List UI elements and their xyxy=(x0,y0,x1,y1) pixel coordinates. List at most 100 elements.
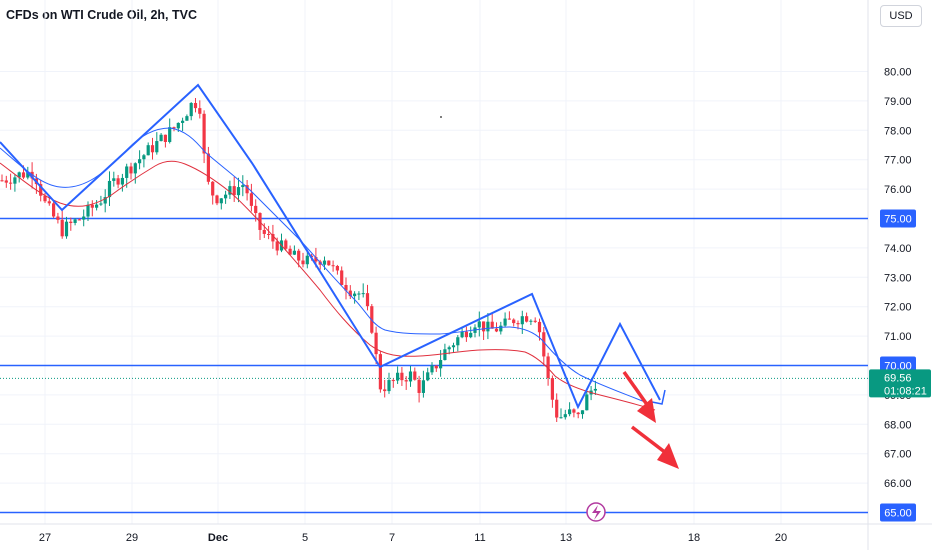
candle-up xyxy=(443,343,447,361)
candle-up xyxy=(559,408,563,419)
candle-down xyxy=(533,317,537,323)
candle-up xyxy=(219,198,223,210)
candle-down xyxy=(271,224,275,249)
candle-up xyxy=(107,171,112,206)
candle-up xyxy=(593,380,597,395)
time-tick-label: 7 xyxy=(389,532,395,544)
candle-up xyxy=(520,310,524,334)
last-price-value: 69.56 xyxy=(884,372,912,384)
price-tick-label: 71.00 xyxy=(884,331,912,343)
candle-down xyxy=(211,181,215,205)
candle-up xyxy=(499,321,503,335)
candle-up xyxy=(357,291,361,301)
candle-up xyxy=(224,190,228,204)
candle-up xyxy=(580,410,585,419)
candle-up xyxy=(112,171,116,187)
candle-down xyxy=(150,137,155,160)
candle-down xyxy=(206,146,210,185)
currency-button[interactable]: USD xyxy=(880,5,922,27)
level-badge-label: 65.00 xyxy=(884,508,912,520)
level-badge xyxy=(880,209,916,228)
level-badge xyxy=(880,503,916,522)
candle-up xyxy=(146,142,150,156)
price-axis[interactable]: 80.00 79.00 78.00 77.00 76.00 75.00 74.00 73.00… xyxy=(884,67,912,520)
trendline-arrow-tip xyxy=(651,389,666,405)
candle-down xyxy=(129,162,133,180)
candle-up xyxy=(189,102,193,121)
grid xyxy=(0,0,868,524)
candle-up xyxy=(13,174,17,192)
candle-down xyxy=(344,277,348,300)
candle-down xyxy=(417,375,421,403)
candle-up xyxy=(86,201,90,222)
candle-down xyxy=(525,312,529,323)
candle-up xyxy=(473,324,477,338)
candle-up xyxy=(236,177,241,203)
candle-up xyxy=(430,362,434,375)
candle-down xyxy=(262,223,266,238)
candle-up xyxy=(155,132,159,155)
candle-down xyxy=(215,194,219,206)
candle-up xyxy=(456,335,460,352)
candle-down xyxy=(400,367,404,386)
candle-down xyxy=(116,174,120,189)
time-tick-label: Dec xyxy=(208,532,228,544)
candle-down xyxy=(284,238,288,251)
candle-up xyxy=(568,402,572,417)
time-tick-label: 20 xyxy=(775,532,787,544)
candle-down xyxy=(258,212,262,240)
candle-down xyxy=(572,408,576,418)
price-tick-label: 80.00 xyxy=(884,67,912,79)
candle-down xyxy=(482,321,486,341)
time-tick-label: 5 xyxy=(302,532,308,544)
candle-down xyxy=(60,210,64,239)
economic-event-icon[interactable] xyxy=(586,502,606,522)
candle-up xyxy=(563,409,567,420)
candle-up xyxy=(159,133,163,142)
time-axis[interactable]: 27 29 Dec 5 7 11 13 18 20 xyxy=(39,532,787,544)
moving-average-red xyxy=(0,160,656,411)
candle-down xyxy=(249,183,253,212)
price-tick-label: 68.00 xyxy=(884,419,912,431)
candle-down xyxy=(52,199,56,219)
candle-up xyxy=(95,200,99,211)
candle-down xyxy=(378,350,382,393)
candle-up xyxy=(503,312,507,328)
candle-down xyxy=(542,326,546,366)
candle-down xyxy=(404,376,408,390)
candle-down xyxy=(537,318,542,341)
price-tick-label: 77.00 xyxy=(884,155,912,167)
candle-down xyxy=(383,379,387,398)
last-price-badge: 69.56 01:08:21 xyxy=(869,369,931,398)
candle-down xyxy=(267,225,271,240)
candle-down xyxy=(340,266,344,286)
candle-down xyxy=(365,284,370,311)
price-tick-label: 73.00 xyxy=(884,272,912,284)
candle-down xyxy=(9,173,13,190)
candle-down xyxy=(288,245,292,255)
candle-down xyxy=(297,248,301,268)
candle-down xyxy=(512,318,516,327)
candle-up xyxy=(138,150,142,170)
candle-up xyxy=(241,175,245,197)
price-tick-label: 74.00 xyxy=(884,243,912,255)
candle-up xyxy=(426,367,430,382)
candle-up xyxy=(120,173,124,192)
time-tick-label: 11 xyxy=(474,532,485,544)
horizontal-levels[interactable] xyxy=(0,217,868,514)
trendline-zigzag[interactable] xyxy=(0,83,661,410)
candle-up xyxy=(181,117,185,132)
candle-down xyxy=(335,264,339,275)
candle-up xyxy=(477,311,481,337)
candle-down xyxy=(546,352,550,386)
candle-up xyxy=(353,291,357,304)
candle-up xyxy=(133,162,137,184)
candle-up xyxy=(361,283,365,298)
candle-down xyxy=(413,367,417,381)
candle-down xyxy=(202,110,206,164)
time-tick-label: 18 xyxy=(688,532,700,544)
candle-up xyxy=(279,233,284,253)
candle-down xyxy=(327,260,331,266)
candle-down xyxy=(464,326,468,342)
